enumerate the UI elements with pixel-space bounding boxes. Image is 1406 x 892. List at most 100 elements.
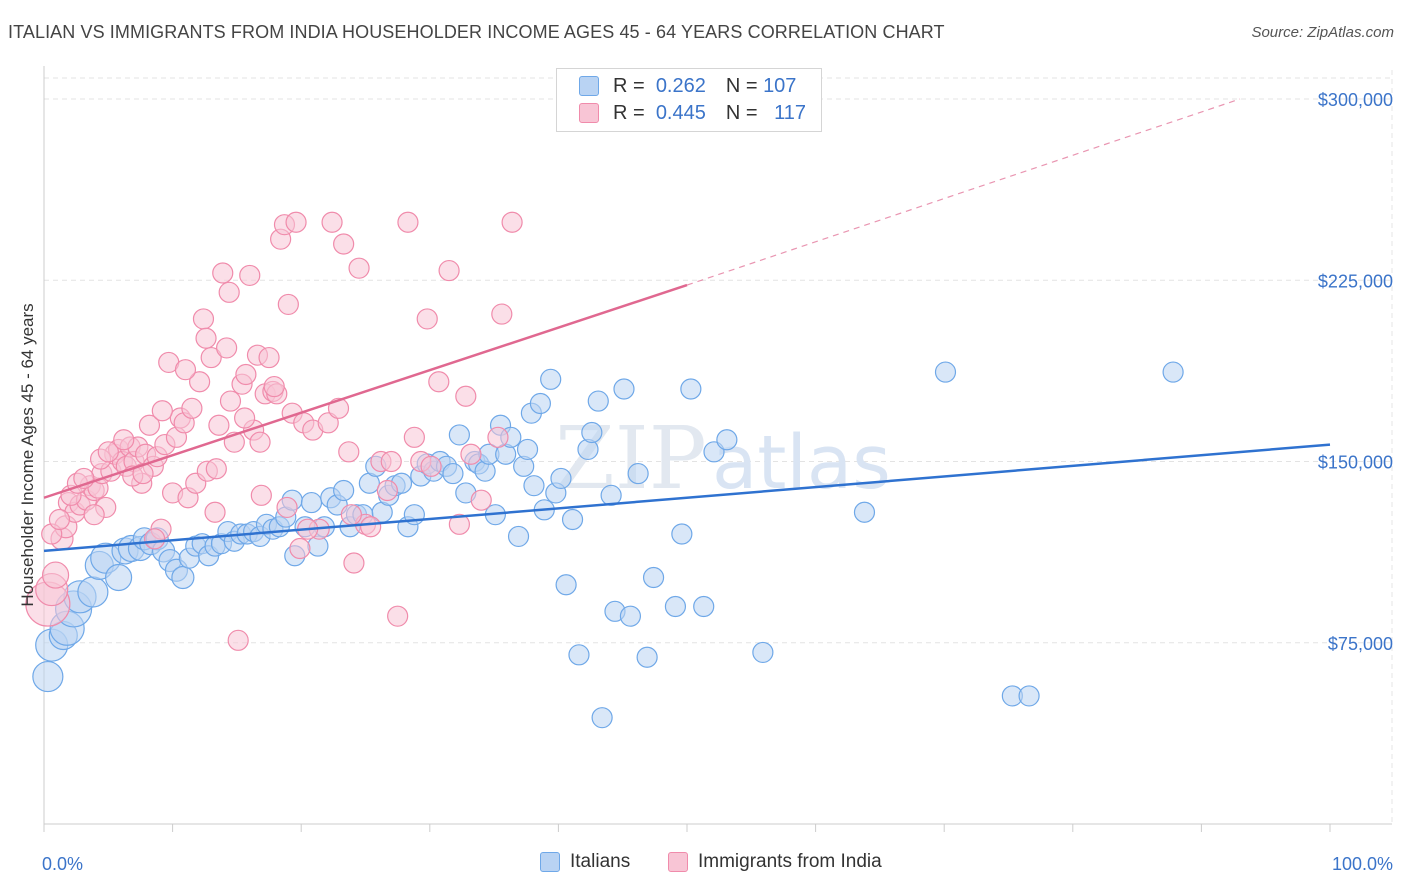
r-label: R =: [613, 101, 645, 124]
x-tick-label: 0.0%: [42, 854, 83, 874]
chart-source: Source: ZipAtlas.com: [1251, 24, 1394, 41]
point-india: [387, 605, 409, 627]
point-india: [333, 233, 355, 255]
stats-legend: R = 0.262 N = 107 R = 0.445 N = 117: [556, 68, 822, 132]
point-india: [460, 443, 482, 465]
point-india: [143, 528, 166, 550]
point-italians: [664, 595, 687, 618]
point-india: [276, 496, 298, 519]
point-india: [97, 441, 119, 463]
point-italians: [680, 378, 702, 400]
india-swatch: [579, 103, 599, 123]
point-india: [321, 211, 343, 233]
point-italians: [555, 574, 577, 596]
data-points: [25, 211, 1184, 729]
y-tick-label: $150,000: [1318, 453, 1393, 473]
point-india: [174, 359, 197, 381]
y-axis-label: Householder Income Ages 45 - 64 years: [18, 303, 37, 606]
point-india: [227, 629, 249, 651]
point-india: [204, 501, 226, 523]
watermark-atlas: atlas: [712, 420, 891, 506]
point-italians: [540, 368, 562, 390]
point-india: [263, 375, 285, 398]
point-italians: [671, 523, 693, 545]
n-label: N =: [725, 101, 758, 124]
point-india: [250, 484, 272, 506]
point-india: [455, 385, 477, 407]
india-legend-swatch: [668, 852, 688, 872]
legend-item-india[interactable]: Immigrants from India: [668, 851, 882, 873]
point-italians: [600, 484, 622, 506]
point-india: [138, 414, 161, 436]
point-india: [205, 458, 227, 480]
point-italians: [568, 644, 590, 666]
n-value: 107: [763, 74, 797, 97]
point-india: [218, 281, 240, 303]
y-tick-label: $300,000: [1318, 90, 1393, 110]
point-india: [420, 455, 442, 477]
point-india: [277, 293, 299, 316]
italians-swatch: [579, 76, 599, 96]
series-legend: Italians Immigrants from India: [0, 851, 1406, 877]
point-italians: [516, 438, 539, 461]
point-india: [289, 537, 311, 560]
r-label: R =: [613, 74, 645, 97]
point-india: [212, 262, 234, 284]
point-india: [189, 371, 211, 393]
point-india: [501, 211, 523, 233]
trend-lines: [43, 98, 1331, 553]
point-india: [258, 346, 280, 369]
point-india: [340, 504, 362, 526]
point-italians: [693, 595, 715, 618]
point-india: [338, 441, 360, 463]
point-india: [235, 363, 257, 386]
point-india: [348, 257, 370, 279]
point-italians: [77, 576, 109, 608]
point-india: [487, 426, 509, 448]
point-italians: [104, 563, 133, 592]
point-india: [416, 308, 438, 330]
stats-row-italians: R = 0.262 N = 107: [579, 73, 796, 99]
point-india: [376, 479, 398, 502]
point-india: [41, 561, 70, 589]
point-italians: [752, 641, 774, 664]
point-india: [113, 429, 135, 451]
r-value: 0.262: [655, 74, 706, 97]
point-india: [249, 431, 271, 453]
point-italians: [613, 378, 635, 400]
point-italians: [300, 491, 323, 514]
point-india: [438, 259, 460, 282]
italians-legend-swatch: [540, 852, 560, 872]
point-india: [219, 390, 242, 412]
point-italians: [619, 605, 642, 627]
point-italians: [171, 565, 195, 590]
point-india: [192, 308, 215, 330]
point-india: [208, 414, 230, 436]
legend-item-italians[interactable]: Italians: [540, 851, 630, 873]
n-value: 117: [774, 101, 807, 124]
point-india: [83, 504, 105, 526]
point-india: [151, 400, 173, 422]
trend-extension-india: [686, 98, 1241, 286]
point-italians: [333, 479, 355, 502]
point-india: [181, 397, 203, 419]
trend-line-italians: [43, 443, 1331, 553]
point-italians: [507, 525, 530, 548]
point-india: [216, 337, 238, 359]
watermark: ZIP atlas: [555, 409, 891, 509]
point-italians: [853, 501, 876, 523]
stats-row-india: R = 0.445 N = 117: [579, 100, 806, 126]
point-india: [317, 412, 339, 434]
n-label: N =: [725, 74, 758, 97]
point-italians: [591, 707, 613, 729]
point-india: [448, 513, 470, 535]
point-india: [397, 211, 419, 233]
legend-label-italians: Italians: [570, 851, 631, 872]
chart-title: ITALIAN VS IMMIGRANTS FROM INDIA HOUSEHO…: [8, 22, 945, 42]
point-italians: [716, 429, 738, 451]
point-italians: [581, 421, 603, 444]
point-india: [470, 489, 492, 511]
point-india: [234, 407, 256, 429]
watermark-zip: ZIP: [555, 409, 707, 509]
point-italians: [587, 390, 609, 412]
